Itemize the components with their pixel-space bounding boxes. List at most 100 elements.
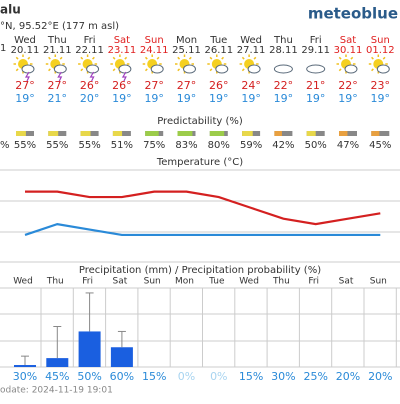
weekday: Sat [114,35,130,46]
icon-ray [80,68,84,72]
icon-cloud [215,64,229,74]
weekday: Sat [340,35,356,46]
temp-label: 27° [144,79,164,92]
date: 25.11 [172,45,201,56]
weekday: Sun [371,35,390,46]
precip-day: Fri [308,277,319,287]
precip-day: Sun [370,277,387,287]
predict-bg [274,131,293,136]
predict-bg [371,131,390,136]
predict-label: 55% [78,140,100,151]
precip-bar [110,347,133,367]
probability: 30% [271,370,295,383]
precip-day: Thu [272,277,290,287]
weekday: Tue [209,35,227,46]
predict-label: 80% [208,140,230,151]
temp-label: 26° [209,79,229,92]
precip-bar [14,365,36,367]
icon-ray [48,56,51,60]
precip-day: Sun [144,277,161,287]
temp-label: 19° [338,92,358,105]
predict-bar [209,131,225,136]
temp-label: 19° [15,92,35,105]
icon-ray [59,56,63,60]
weekday: Fri [84,35,96,46]
predict-bar [339,131,348,136]
icon-cloud [376,64,390,74]
temp-label: 26° [112,79,132,92]
date: 20.11 [11,45,40,56]
icon-cloud [86,64,100,74]
icon-ray [144,68,148,72]
weekday: Wed [240,35,262,46]
predict-label: 55% [46,140,68,151]
precip-bar [46,358,69,367]
probability: 20% [336,370,360,383]
icon-cloud [183,64,196,74]
icon-ray [188,56,192,60]
temp-label: 27° [48,79,68,92]
predict-label: 51% [111,140,133,151]
icon-ray [27,56,31,60]
icon-ray [80,56,84,60]
temp-label: 21° [48,92,68,105]
temp-label: 19° [306,92,326,105]
partial-label: % [0,140,10,151]
predict-bar [145,131,159,136]
probability: 60% [110,370,134,383]
icon-cloud [150,64,164,74]
date: 30.11 [334,45,363,56]
icon-ray [209,56,213,60]
temp-label: 19° [241,92,261,105]
icon-ray [371,68,374,72]
icon-cloud [273,64,293,74]
icon-cloud [306,64,326,74]
temp-label: 23° [371,79,391,92]
icon-bolt [89,71,95,82]
icon-bolt [57,71,63,82]
probability: 25% [303,370,327,383]
location: alu [0,3,21,17]
probability: 20% [368,370,392,383]
icon-ray [15,68,19,72]
temp-label: 20° [80,92,100,105]
temp-label: 22° [274,79,294,92]
temp-label: 19° [274,92,294,105]
logo: meteoblue [308,5,398,23]
temperature-title: Temperature (°C) [156,157,243,168]
precip-day: Mon [175,277,194,287]
probability: 50% [77,370,101,383]
date: 23.11 [108,45,137,56]
icon-ray [350,56,354,60]
weekday: Wed [14,35,36,46]
weekday: Fri [310,35,322,46]
partial-date: 1 [0,43,6,54]
probability: 45% [45,370,69,383]
icon-ray [221,56,225,60]
icon-cloud [247,64,261,74]
date: 26.11 [204,45,233,56]
precip-day: Wed [239,277,259,287]
icon-ray [177,68,181,72]
temp-label: 27° [177,79,197,92]
icon-ray [338,56,342,60]
temp-label: 19° [177,92,197,105]
predict-bar [48,131,59,136]
temp-line [24,222,381,237]
predict-bar [177,131,193,136]
icon-ray [112,68,116,72]
icon-ray [209,68,213,72]
precip-day: Sat [339,277,354,287]
predict-bar [306,131,316,136]
weekday: Mon [176,35,197,46]
icon-ray [382,56,386,60]
temp-line [25,190,381,226]
icon-ray [371,56,374,60]
predict-label: 42% [272,140,294,151]
probability: 0% [178,370,195,383]
predict-bar [274,131,282,136]
precip-day: Thu [46,277,64,287]
temp-label: 19° [112,92,132,105]
predict-bar [16,131,26,136]
